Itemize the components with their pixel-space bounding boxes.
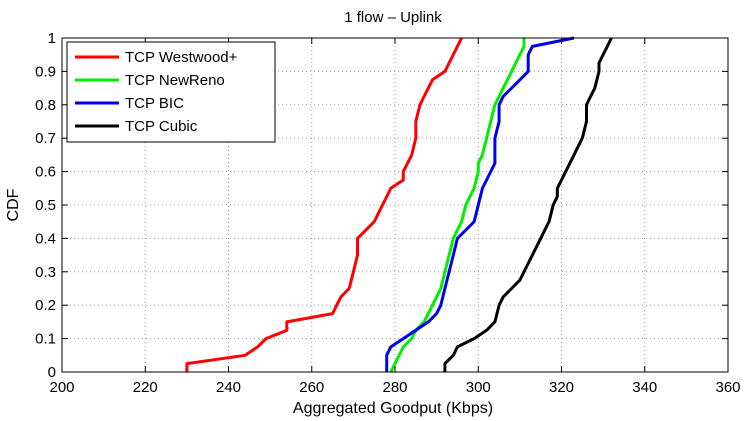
series-line-tcp-bic [385,36,575,372]
y-tick-label: 0.8 [35,97,56,114]
legend-label: TCP NewReno [125,72,225,89]
x-tick-label: 340 [632,379,657,396]
legend: TCP Westwood+ TCP NewReno TCP BIC TCP Cubic [66,41,276,143]
y-tick-label: 1 [48,30,56,47]
legend-label: TCP Cubic [125,118,198,135]
x-axis-title: Aggregated Goodput (Kbps) [293,400,493,417]
series-line-tcp-cubic [443,37,613,372]
legend-label: TCP BIC [125,95,184,112]
y-tick-label: 0 [48,364,56,381]
y-tick-label: 0.2 [35,297,56,314]
x-tick-label: 360 [715,379,740,396]
y-tick-label: 0.6 [35,164,56,181]
y-axis-title: CDF [5,188,22,221]
x-tick-label: 280 [382,379,407,396]
x-tick-labels: 200 220 240 260 280 300 320 340 360 [49,379,740,396]
x-tick-label: 320 [549,379,574,396]
y-tick-labels: 0 0.1 0.2 0.3 0.4 0.5 0.6 0.7 0.8 0.9 1 [35,30,56,381]
x-tick-label: 200 [49,379,74,396]
series-line-tcp-westwood [185,37,463,372]
y-tick-label: 0.7 [35,130,56,147]
x-tick-label: 240 [216,379,241,396]
series-layer [185,36,613,373]
chart-title: 1 flow – Uplink [344,9,442,26]
y-tick-label: 0.1 [35,331,56,348]
x-tick-label: 300 [466,379,491,396]
x-tick-label: 260 [299,379,324,396]
y-tick-label: 0.9 [35,63,56,80]
y-tick-label: 0.3 [35,264,56,281]
y-tick-label: 0.5 [35,197,56,214]
tick-marks [61,37,729,373]
y-tick-label: 0.4 [35,230,56,247]
x-tick-label: 220 [133,379,158,396]
legend-label: TCP Westwood+ [125,49,238,66]
grid [62,38,728,372]
